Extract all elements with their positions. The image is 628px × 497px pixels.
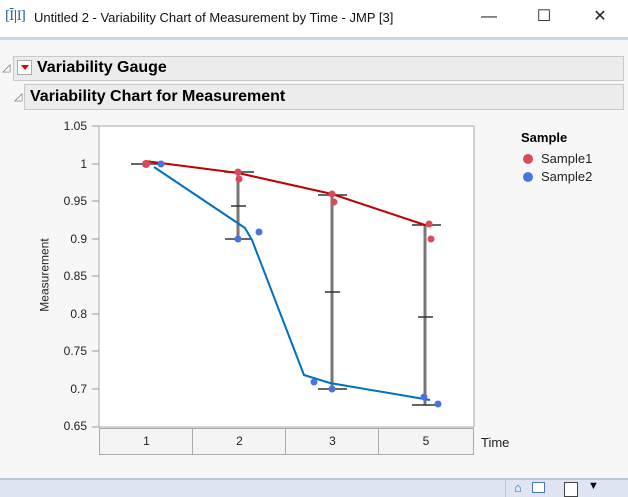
y-tick: 1 <box>80 157 87 171</box>
outline-header-gauge[interactable] <box>13 56 624 81</box>
y-tick: 0.75 <box>63 344 87 358</box>
home-icon[interactable]: ⌂ <box>514 480 522 495</box>
red-triangle-menu-icon[interactable] <box>17 60 32 75</box>
x-category-cell: 3 <box>285 428 380 455</box>
dropdown-arrow-icon[interactable]: ▼ <box>588 480 599 492</box>
y-tick: 0.7 <box>70 382 87 396</box>
close-button[interactable]: ✕ <box>593 8 607 25</box>
status-divider <box>505 480 506 497</box>
y-tick: 1.05 <box>63 119 87 133</box>
x-axis-label: Time <box>481 435 510 450</box>
title-bar: [Ī|I] Untitled 2 - Variability Chart of … <box>0 0 628 37</box>
legend-title: Sample <box>521 130 568 145</box>
disclosure-triangle-icon[interactable]: ◿ <box>2 62 11 74</box>
legend-marker-icon <box>523 172 533 182</box>
x-category-cell: 2 <box>192 428 287 455</box>
outline-title-chart: Variability Chart for Measurement <box>30 88 286 105</box>
plot-frame <box>98 125 475 428</box>
blank-box-icon[interactable] <box>564 482 578 497</box>
series-sample2-line <box>153 166 431 401</box>
minimize-button[interactable]: — <box>481 8 497 25</box>
legend-label: Sample2 <box>541 169 593 184</box>
y-tick: 0.8 <box>70 307 87 321</box>
window-title: Untitled 2 - Variability Chart of Measur… <box>34 10 394 25</box>
status-bar: ⌂ ▼ <box>0 478 628 497</box>
disclosure-triangle-icon[interactable]: ◿ <box>14 91 23 103</box>
y-tick: 0.95 <box>63 194 87 208</box>
x-category-cell: 5 <box>378 428 474 455</box>
series-sample1-line <box>144 160 426 226</box>
legend-marker-icon <box>523 154 533 164</box>
y-tick: 0.9 <box>70 232 87 246</box>
data-table-icon[interactable] <box>532 482 545 493</box>
outline-header-chart[interactable] <box>24 84 624 110</box>
legend-item-sample1[interactable]: Sample1 <box>523 151 592 166</box>
legend-label: Sample1 <box>541 151 593 166</box>
legend-item-sample2[interactable]: Sample2 <box>523 169 592 184</box>
jmp-app-icon: [Ī|I] <box>5 9 26 24</box>
maximize-button[interactable]: ☐ <box>536 8 552 25</box>
y-tick: 0.65 <box>63 419 87 433</box>
y-tick: 0.85 <box>63 269 87 283</box>
title-bar-border <box>0 37 628 40</box>
outline-title-gauge: Variability Gauge <box>37 59 167 76</box>
x-category-cell: 1 <box>99 428 194 455</box>
